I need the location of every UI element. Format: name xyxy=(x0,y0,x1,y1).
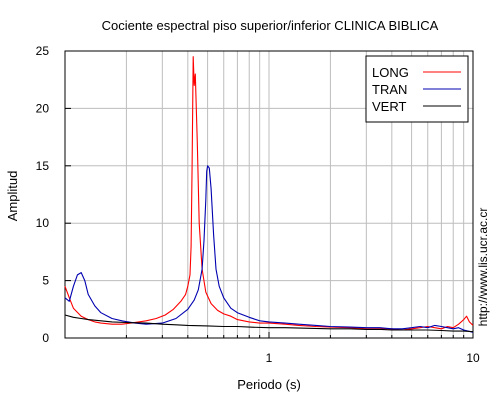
series-lines xyxy=(64,56,474,333)
chart-title: Cociente espectral piso superior/inferio… xyxy=(102,18,439,33)
series-line-vert xyxy=(64,314,474,333)
x-tick-label: 10 xyxy=(466,351,480,365)
legend-label-long: LONG xyxy=(372,65,409,80)
axis-ticks: 0 5 10 15 20 25 1 10 xyxy=(36,44,480,365)
y-tick-label: 15 xyxy=(36,159,50,173)
y-tick-label: 20 xyxy=(36,101,50,115)
legend-label-tran: TRAN xyxy=(372,82,407,97)
x-tick-label: 1 xyxy=(266,351,273,365)
x-axis-label: Periodo (s) xyxy=(237,377,301,392)
y-tick-label: 10 xyxy=(36,216,50,230)
y-tick-label: 0 xyxy=(42,331,49,345)
y-tick-label: 5 xyxy=(42,274,49,288)
source-url-annotation: http://www.lis.ucr.ac.cr xyxy=(476,208,490,327)
series-line-tran xyxy=(64,165,474,333)
y-axis-label: Amplitud xyxy=(5,171,20,222)
y-tick-label: 25 xyxy=(36,44,50,58)
legend: LONG TRAN VERT xyxy=(365,55,469,123)
legend-label-vert: VERT xyxy=(372,99,406,114)
